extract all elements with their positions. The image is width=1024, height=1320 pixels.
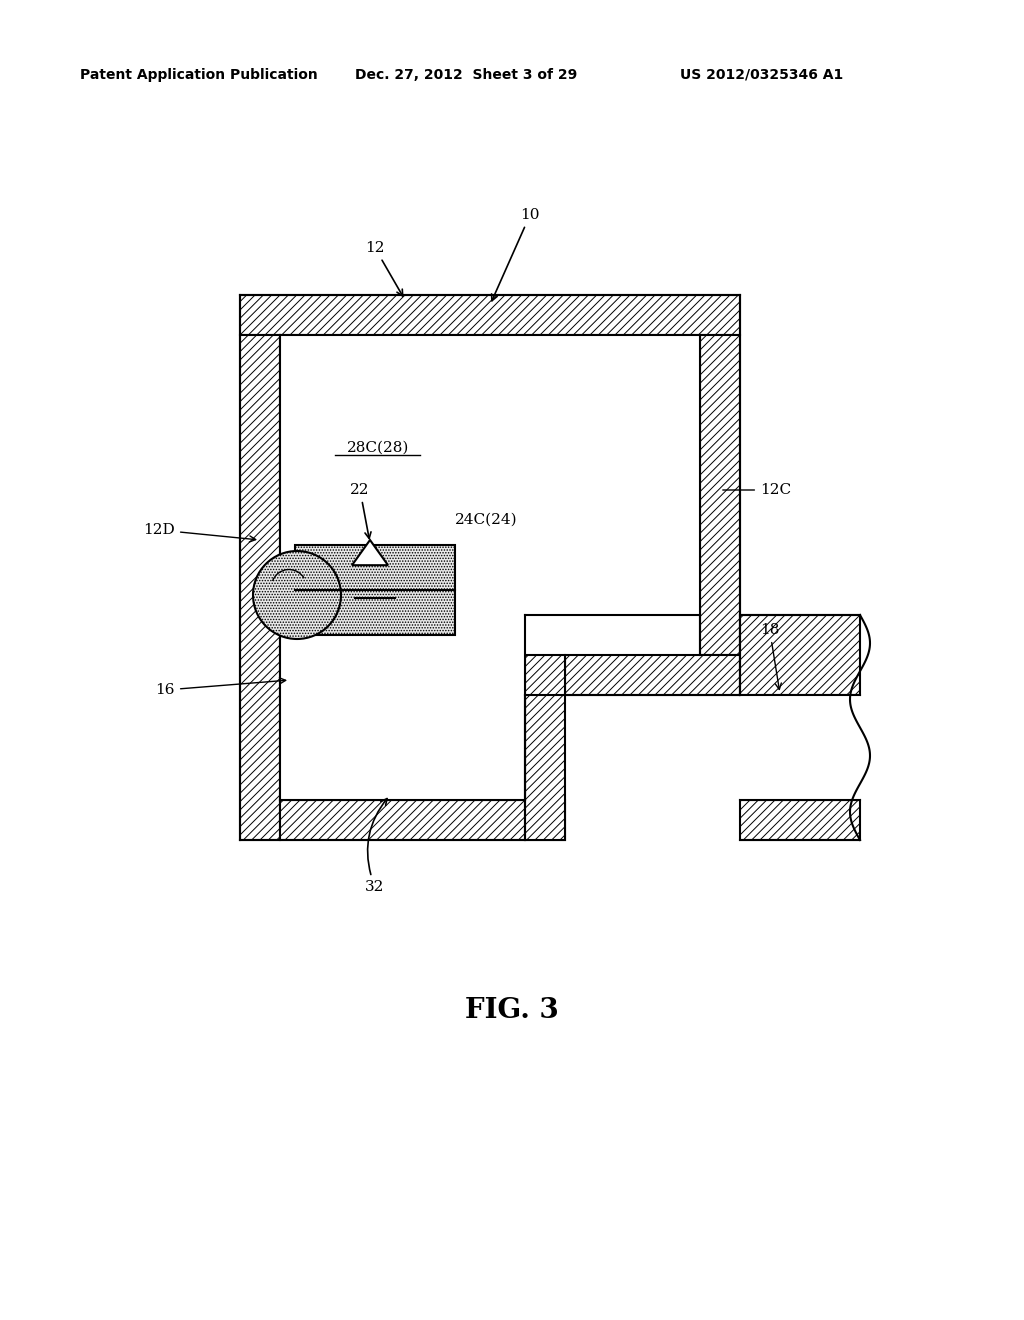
Text: 16: 16 bbox=[156, 677, 286, 697]
Text: 32: 32 bbox=[366, 799, 387, 894]
Text: US 2012/0325346 A1: US 2012/0325346 A1 bbox=[680, 69, 843, 82]
Text: 28C(28): 28C(28) bbox=[347, 441, 410, 455]
Bar bbox=[280, 615, 525, 800]
Bar bbox=[240, 335, 280, 840]
Text: Dec. 27, 2012  Sheet 3 of 29: Dec. 27, 2012 Sheet 3 of 29 bbox=[355, 69, 578, 82]
Bar bbox=[240, 294, 740, 335]
Bar bbox=[280, 800, 565, 840]
Text: 12D: 12D bbox=[143, 523, 256, 543]
Bar bbox=[295, 545, 455, 635]
Text: FIG. 3: FIG. 3 bbox=[465, 997, 559, 1023]
Text: 10: 10 bbox=[492, 209, 540, 301]
Bar bbox=[740, 800, 860, 840]
Text: Patent Application Publication: Patent Application Publication bbox=[80, 69, 317, 82]
Bar bbox=[740, 696, 860, 800]
Bar bbox=[525, 655, 565, 840]
Circle shape bbox=[253, 550, 341, 639]
Text: 24C(24): 24C(24) bbox=[455, 513, 517, 527]
Bar bbox=[295, 545, 455, 635]
Text: 12C: 12C bbox=[723, 483, 792, 498]
Text: 18: 18 bbox=[760, 623, 781, 689]
Bar bbox=[700, 335, 740, 655]
Text: 22: 22 bbox=[350, 483, 371, 539]
Text: 12: 12 bbox=[366, 242, 402, 296]
Bar bbox=[740, 615, 860, 696]
Bar bbox=[565, 655, 740, 696]
Polygon shape bbox=[352, 540, 388, 565]
Bar bbox=[280, 335, 700, 615]
